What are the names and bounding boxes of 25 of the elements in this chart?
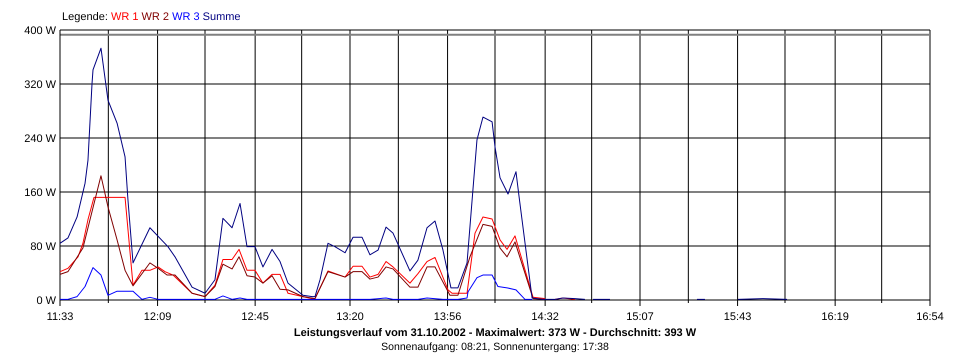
x-tick-label: 12:45 [241,311,269,323]
y-tick-label: 240 W [24,133,57,145]
x-tick-label: 11:33 [46,311,74,323]
text: Summe [202,11,241,23]
text: WR 2 [142,11,172,23]
x-tick-label: 15:07 [626,311,654,323]
line-series [60,175,546,300]
x-tick-label: 14:32 [531,311,559,323]
x-tick-label: 13:56 [434,311,462,323]
text: Leistungsverlauf vom 31.10.2002 - Maximalwert: 373 W - Durchschnitt: 393 W [294,327,697,339]
legend-title: Legende: [62,11,111,23]
y-tick-label: 320 W [24,79,57,91]
y-tick-label: 400 W [24,25,57,37]
text: WR 3 [172,11,203,23]
x-tick-label: 16:19 [821,311,849,323]
x-tick-label: 13:20 [336,311,364,323]
text: WR 1 [110,11,142,23]
y-tick-label: 0 W [36,295,57,307]
line-series [60,267,533,300]
x-tick-label: 12:09 [144,311,172,323]
x-tick-label: 15:43 [724,311,752,323]
x-tick-label: 16:54 [916,311,944,323]
text: Sonnenaufgang: 08:21, Sonnenuntergang: 17:38 [381,341,610,353]
y-tick-label: 160 W [24,187,57,199]
y-tick-label: 80 W [30,241,57,253]
